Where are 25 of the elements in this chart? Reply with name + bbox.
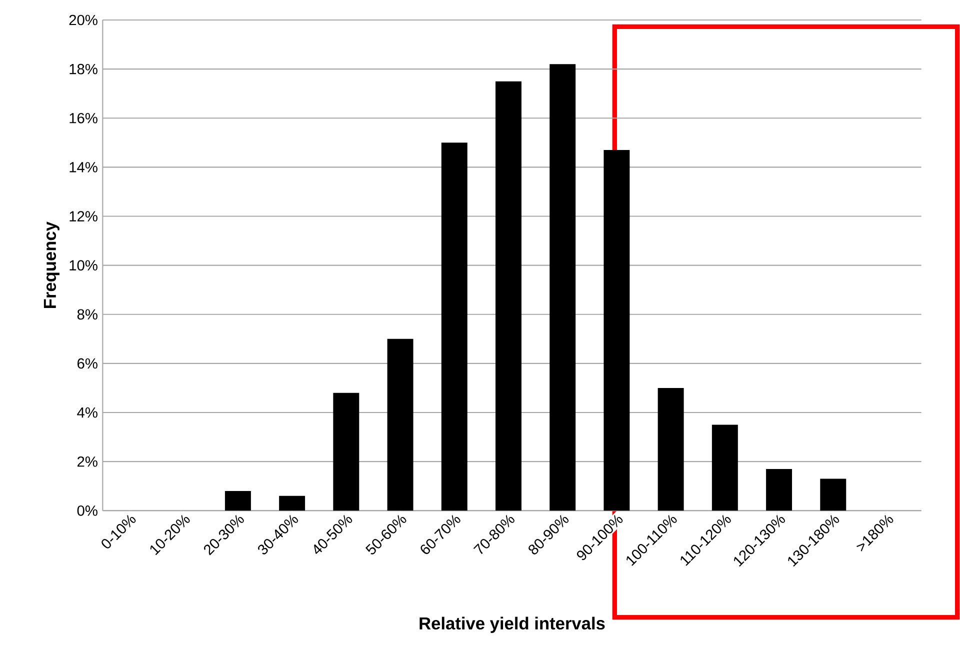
y-tick-label: 6% [78,358,98,369]
y-tick-label: 0% [77,505,98,516]
bar [766,468,792,511]
y-tick-label: 10% [70,260,98,271]
bar [712,424,738,511]
bar [279,496,306,511]
bar [496,81,522,511]
bar [550,64,576,511]
y-tick-label: 20% [69,14,98,26]
x-axis-title: Relative yield intervals [420,616,605,633]
y-axis-title: Frequency [44,222,60,308]
bar [441,142,468,511]
y-tick-label: 14% [70,162,98,172]
bar [604,150,630,511]
y-tick-label: 16% [70,112,98,124]
bar [224,491,251,511]
bar [658,388,684,511]
y-tick-label: 8% [77,309,98,320]
y-tick-label: 4% [77,407,98,418]
bar [820,478,846,511]
y-tick-label: 2% [78,456,98,467]
y-tick-label: 18% [70,64,98,74]
bar [333,392,360,511]
bar [387,338,414,511]
y-tick-label: 12% [70,211,98,222]
